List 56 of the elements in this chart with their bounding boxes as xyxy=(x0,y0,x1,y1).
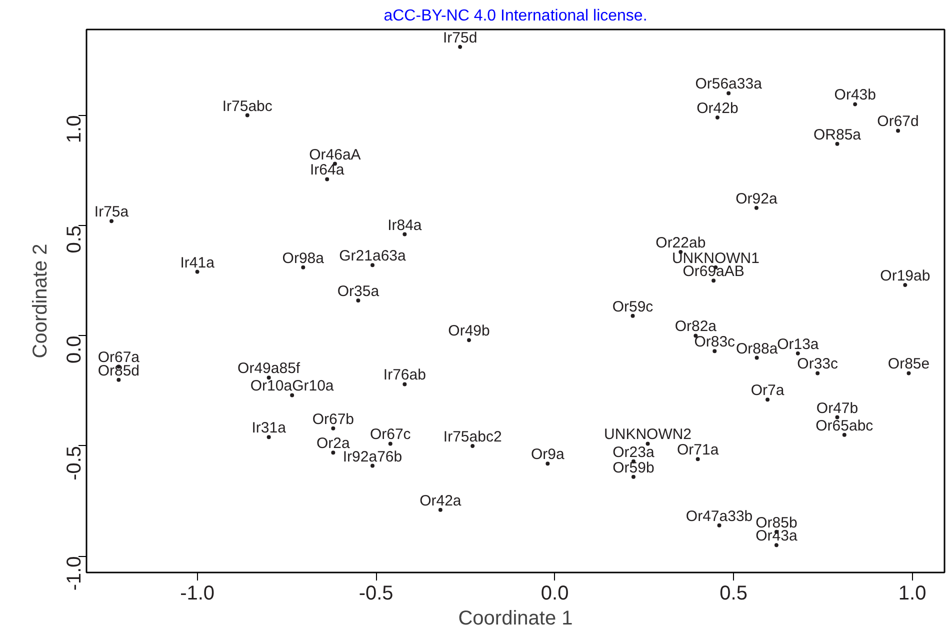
data-label: OR85a xyxy=(813,126,862,144)
data-label: Or9a xyxy=(531,446,566,464)
data-label: Or42b xyxy=(696,100,738,117)
data-label: Or19ab xyxy=(880,268,930,285)
data-label: Or49b xyxy=(448,322,490,340)
data-label: Or88a xyxy=(736,340,778,358)
data-label: Ir84a xyxy=(388,216,422,234)
data-label: Or71a xyxy=(676,442,720,459)
data-label: Or13a xyxy=(777,336,820,353)
data-label: Or47b xyxy=(816,400,858,417)
data-label: Or33c xyxy=(797,356,839,373)
data-label: Or59c xyxy=(612,298,654,316)
text: aCC-BY-NC 4.0 International license. xyxy=(384,8,648,24)
data-label: Or7a xyxy=(750,382,785,400)
y-tick-label: 0.5 xyxy=(64,225,86,254)
data-label: Or35a xyxy=(337,282,380,300)
x-axis-title: Coordinate 1 xyxy=(458,608,573,630)
data-label: Ir76ab xyxy=(383,366,426,384)
data-label: Or43b xyxy=(834,86,876,104)
data-label: Or82a xyxy=(674,318,718,336)
data-label: Or85e xyxy=(888,356,930,373)
y-tick-label: 0.0 xyxy=(64,336,86,364)
x-tick-label: 0.0 xyxy=(540,582,569,604)
y-tick-label: 1.0 xyxy=(64,115,86,144)
data-label: Or46aA xyxy=(309,146,361,164)
data-label: Or92a xyxy=(736,190,778,208)
data-label: Or56a33a xyxy=(695,76,763,93)
data-label: Or83c xyxy=(694,334,736,351)
data-label: Ir75abc xyxy=(222,98,273,115)
x-tick-label: -1.0 xyxy=(180,582,215,604)
data-label: Or98a xyxy=(282,250,325,267)
data-label: Or49a85f xyxy=(238,360,301,378)
x-tick-label: -0.5 xyxy=(358,582,394,604)
data-label: Ir41a xyxy=(180,254,216,272)
data-label: Ir64a xyxy=(310,162,345,179)
data-label: Or42a xyxy=(420,492,462,510)
data-label: Ir31a xyxy=(252,420,287,437)
data-label: Or22ab xyxy=(656,234,706,252)
data-label: Or85d xyxy=(98,362,140,380)
data-label: Ir75d xyxy=(442,29,478,46)
data-label: Or67b xyxy=(312,410,354,428)
y-axis-title: Coordinate 2 xyxy=(30,244,52,358)
data-label: Or23a xyxy=(612,444,655,461)
data-label: Ir75abc2 xyxy=(443,428,502,446)
data-label: Ir75a xyxy=(94,204,130,221)
y-tick-label: -0.5 xyxy=(64,446,86,480)
data-label: Or65abc xyxy=(816,417,874,434)
data-label: Or47a33b xyxy=(686,508,753,525)
x-tick-label: 1.0 xyxy=(898,582,926,604)
data-label: Or67d xyxy=(877,113,919,130)
x-tick-label: 0.5 xyxy=(720,582,748,604)
data-label: Or67c xyxy=(370,426,412,444)
data-label: Or10aGr10a xyxy=(250,378,334,395)
data-label: Or59b xyxy=(612,459,654,476)
data-label: Gr21a63a xyxy=(339,248,407,265)
data-label: UNKNOWN2 xyxy=(604,426,692,444)
